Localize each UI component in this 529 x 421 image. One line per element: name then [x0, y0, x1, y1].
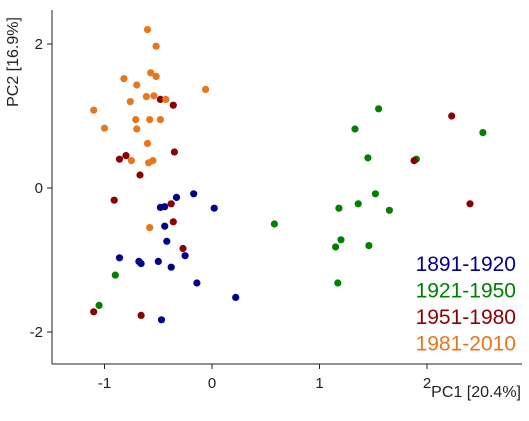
data-point-1981-2010	[126, 98, 134, 106]
data-point-1921-1950	[111, 271, 119, 279]
legend-entry: 1921-1950	[416, 280, 516, 303]
data-point-1981-2010	[142, 93, 150, 101]
y-tick-label: 0	[35, 180, 43, 197]
data-point-1951-1980	[137, 311, 145, 319]
data-point-1951-1980	[136, 171, 144, 179]
data-point-1951-1980	[466, 200, 474, 208]
y-axis-ticks: -2 0 2	[30, 36, 52, 341]
data-point-1891-1920	[210, 204, 218, 212]
data-point-1981-2010	[202, 85, 210, 93]
data-point-1981-2010	[133, 125, 141, 133]
x-tick-label: 2	[423, 375, 431, 392]
data-point-1891-1920	[161, 222, 169, 230]
x-axis-label: PC1 [20.4%]	[431, 384, 521, 401]
data-point-1891-1920	[161, 203, 169, 211]
data-point-1921-1950	[354, 200, 362, 208]
data-point-1921-1950	[479, 129, 487, 137]
data-point-1981-2010	[156, 116, 164, 124]
y-tick-label: 2	[35, 36, 43, 53]
data-point-1921-1950	[332, 243, 340, 251]
data-point-1891-1920	[167, 263, 175, 271]
legend-entry: 1981-2010	[416, 333, 516, 356]
data-point-1981-2010	[143, 139, 152, 147]
data-point-1951-1980	[169, 101, 177, 109]
data-point-1921-1950	[351, 125, 359, 133]
legend-entry: 1951-1980	[416, 306, 516, 329]
data-point-1891-1920	[193, 279, 201, 287]
data-point-1951-1980	[90, 308, 98, 316]
data-point-1951-1980	[167, 200, 175, 208]
data-point-1951-1980	[122, 152, 130, 160]
x-tick-label: -1	[98, 375, 111, 392]
data-point-1891-1920	[157, 316, 166, 324]
data-point-1981-2010	[146, 224, 154, 232]
data-point-1891-1920	[172, 193, 181, 201]
data-point-1981-2010	[162, 95, 170, 103]
x-axis-ticks: -1 0 1 2	[98, 364, 431, 392]
data-point-1891-1920	[115, 254, 124, 262]
data-point-1891-1920	[163, 237, 171, 245]
data-point-1921-1950	[334, 279, 342, 287]
plot-area: -1 0 1 2 -2 0 2	[30, 10, 522, 392]
data-point-1981-2010	[146, 116, 154, 124]
data-points	[90, 26, 487, 324]
data-point-1921-1950	[364, 154, 372, 162]
data-point-1951-1980	[170, 148, 178, 156]
data-point-1981-2010	[100, 124, 109, 132]
legend-entry: 1891-1920	[416, 253, 516, 276]
legend: 1891-1920 1921-1950 1951-1980 1981-2010	[416, 253, 516, 356]
data-point-1921-1950	[365, 242, 373, 250]
data-point-1891-1920	[137, 260, 145, 268]
data-point-1981-2010	[150, 92, 158, 100]
data-point-1891-1920	[181, 252, 189, 260]
data-point-1921-1950	[337, 236, 345, 244]
data-point-1891-1920	[154, 257, 162, 265]
data-point-1981-2010	[152, 42, 160, 50]
data-point-1981-2010	[143, 26, 152, 34]
data-point-1951-1980	[115, 155, 124, 163]
data-point-1921-1950	[270, 220, 278, 228]
data-point-1981-2010	[127, 157, 135, 165]
data-point-1981-2010	[152, 72, 160, 80]
data-point-1951-1980	[110, 196, 118, 204]
data-point-1951-1980	[410, 157, 418, 165]
data-point-1891-1920	[190, 190, 198, 198]
data-point-1921-1950	[371, 190, 379, 198]
x-tick-label: 0	[208, 375, 216, 392]
data-point-1981-2010	[147, 69, 155, 77]
data-point-1921-1950	[385, 206, 393, 214]
data-point-1981-2010	[132, 116, 140, 124]
y-axis-label: PC2 [16.9%]	[5, 17, 22, 107]
data-point-1891-1920	[232, 293, 240, 301]
data-point-1921-1950	[335, 204, 343, 212]
x-tick-label: 1	[315, 375, 323, 392]
data-point-1921-1950	[95, 301, 103, 309]
data-point-1951-1980	[156, 95, 164, 103]
data-point-1951-1980	[179, 244, 187, 253]
y-tick-label: -2	[30, 324, 43, 341]
data-point-1981-2010	[120, 75, 128, 83]
data-point-1921-1950	[375, 105, 383, 113]
data-point-1951-1980	[169, 218, 177, 226]
data-point-1951-1980	[448, 112, 456, 120]
data-point-1981-2010	[133, 81, 141, 89]
data-point-1981-2010	[90, 106, 98, 114]
data-point-1981-2010	[145, 159, 153, 167]
